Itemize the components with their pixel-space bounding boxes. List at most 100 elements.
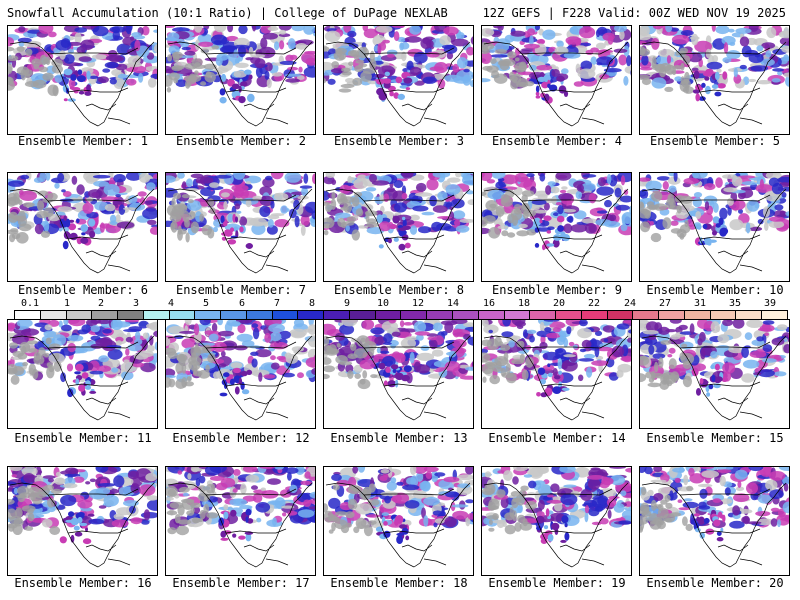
snowfall-field xyxy=(8,173,157,250)
colorbar-swatch xyxy=(504,311,531,319)
ensemble-member-panel xyxy=(165,25,316,135)
ensemble-member-caption: Ensemble Member: 20 xyxy=(646,576,784,590)
colorbar-label: 27 xyxy=(658,298,672,309)
snowfall-field xyxy=(482,467,631,544)
colorbar-label: 4 xyxy=(167,298,175,309)
coastline-outline xyxy=(9,188,155,274)
snowfall-map xyxy=(482,320,631,421)
coastline-outline xyxy=(483,335,629,421)
map-title: Snowfall Accumulation (10:1 Ratio) | Col… xyxy=(7,6,448,20)
coastline-outline xyxy=(9,482,155,568)
ensemble-member-caption: Ensemble Member: 1 xyxy=(17,134,149,148)
ensemble-member-caption: Ensemble Member: 10 xyxy=(646,283,784,297)
snowfall-map xyxy=(324,26,473,127)
snowfall-field xyxy=(324,26,473,102)
ensemble-member-caption: Ensemble Member: 6 xyxy=(17,283,149,297)
snowfall-field xyxy=(324,467,473,544)
snowfall-map xyxy=(8,26,157,127)
caribbean-outline xyxy=(423,117,447,125)
ensemble-member-panel xyxy=(481,25,632,135)
snowfall-colorbar xyxy=(14,310,788,320)
colorbar-label: 20 xyxy=(552,298,566,309)
coastline-outline xyxy=(325,41,471,127)
ensemble-member-caption: Ensemble Member: 2 xyxy=(175,134,307,148)
ensemble-member-caption: Ensemble Member: 18 xyxy=(330,576,468,590)
coastline-outline xyxy=(641,335,787,421)
coastline-outline xyxy=(483,41,629,127)
colorbar-label: 3 xyxy=(132,298,140,309)
colorbar-label: 35 xyxy=(728,298,742,309)
ensemble-member-panel xyxy=(7,466,158,576)
ensemble-member-panel xyxy=(639,25,790,135)
snowfall-map xyxy=(324,173,473,274)
caribbean-outline xyxy=(581,411,605,419)
ensemble-member-panel xyxy=(323,25,474,135)
snowfall-map xyxy=(640,173,789,274)
ensemble-member-caption: Ensemble Member: 5 xyxy=(649,134,781,148)
snowfall-map xyxy=(8,173,157,274)
coastline-outline xyxy=(9,41,155,127)
caribbean-outline xyxy=(581,264,605,272)
coastline-outline xyxy=(641,482,787,568)
ensemble-member-panel xyxy=(481,466,632,576)
colorbar-label: 16 xyxy=(482,298,496,309)
colorbar-label: 8 xyxy=(308,298,316,309)
ensemble-member-panel xyxy=(165,466,316,576)
ensemble-member-panel xyxy=(639,466,790,576)
colorbar-label: 1 xyxy=(63,298,71,309)
snowfall-field xyxy=(640,320,789,397)
colorbar-swatch xyxy=(710,311,737,319)
coastline-outline xyxy=(483,188,629,274)
colorbar-label: 39 xyxy=(763,298,777,309)
ensemble-member-panel xyxy=(165,319,316,429)
colorbar-label: 2 xyxy=(97,298,105,309)
ensemble-member-caption: Ensemble Member: 8 xyxy=(333,283,465,297)
snowfall-field xyxy=(166,173,315,249)
snowfall-map xyxy=(482,467,631,568)
colorbar-label: 9 xyxy=(343,298,351,309)
ensemble-member-panel xyxy=(639,319,790,429)
ensemble-member-panel xyxy=(323,319,474,429)
colorbar-swatch xyxy=(143,311,170,319)
coastline-outline xyxy=(167,335,313,421)
colorbar-label: 0.1 xyxy=(20,298,40,309)
snowfall-map xyxy=(640,467,789,568)
snowfall-field xyxy=(482,26,631,104)
caribbean-outline xyxy=(265,558,289,566)
colorbar-swatch xyxy=(453,311,479,319)
ensemble-member-caption: Ensemble Member: 14 xyxy=(488,431,626,445)
snowfall-field xyxy=(640,173,789,246)
caribbean-outline xyxy=(265,411,289,419)
snowfall-map xyxy=(640,26,789,127)
colorbar-label: 5 xyxy=(202,298,210,309)
snowfall-map xyxy=(324,320,473,421)
coastline-outline xyxy=(641,41,787,127)
snowfall-field xyxy=(8,467,157,545)
caribbean-outline xyxy=(581,558,605,566)
colorbar-swatch xyxy=(401,311,428,319)
ensemble-member-panel xyxy=(7,172,158,282)
colorbar-swatch xyxy=(66,311,93,319)
snowfall-field xyxy=(640,467,789,542)
colorbar-label: 12 xyxy=(411,298,425,309)
snowfall-map xyxy=(8,320,157,421)
snowfall-map xyxy=(166,26,315,127)
colorbar-swatch xyxy=(15,311,41,319)
colorbar-swatch xyxy=(298,311,325,319)
coastline-outline xyxy=(325,188,471,274)
colorbar-label: 14 xyxy=(446,298,460,309)
caribbean-outline xyxy=(265,117,289,125)
ensemble-member-panel xyxy=(639,172,790,282)
colorbar-swatch xyxy=(272,311,299,319)
coastline-outline xyxy=(167,482,313,568)
colorbar-swatch xyxy=(607,311,634,319)
ensemble-member-panel xyxy=(165,172,316,282)
ensemble-member-panel xyxy=(481,172,632,282)
ensemble-member-caption: Ensemble Member: 7 xyxy=(175,283,307,297)
coastline-outline xyxy=(325,482,471,568)
colorbar-swatch xyxy=(375,311,402,319)
snowfall-map xyxy=(166,320,315,421)
coastline-outline xyxy=(167,41,313,127)
colorbar-label: 18 xyxy=(517,298,531,309)
ensemble-member-caption: Ensemble Member: 19 xyxy=(488,576,626,590)
